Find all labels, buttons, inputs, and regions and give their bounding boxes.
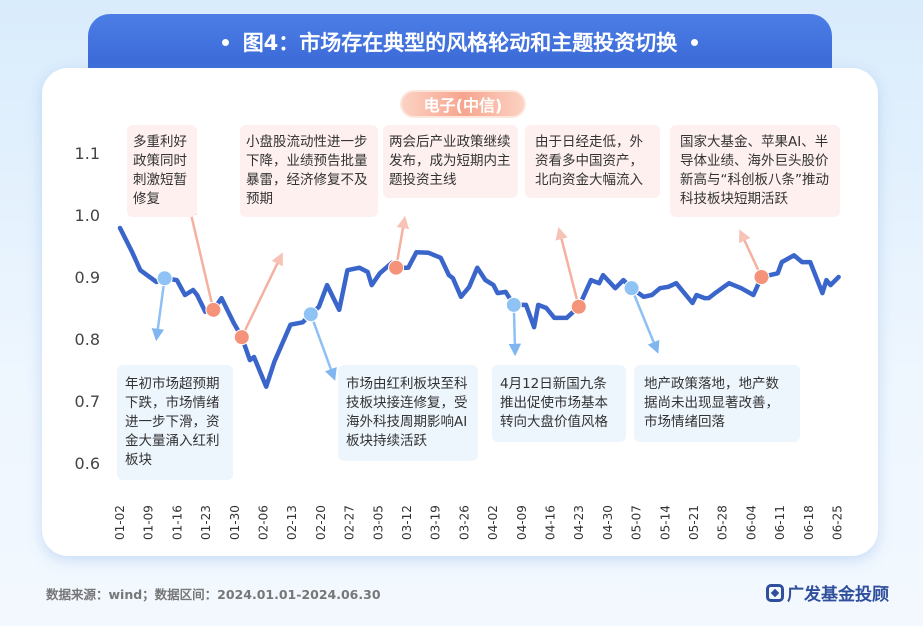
x-tick-label: 02-06 <box>257 505 271 540</box>
y-tick-label: 0.6 <box>75 454 100 473</box>
event-marker <box>570 298 587 315</box>
brand-logo: 广发基金投顾 <box>766 580 889 605</box>
down-arrow-icon <box>309 313 337 381</box>
annotation-top-2: 小盘股流动性进一步下降，业绩预告批量暴雷，经济修复不及预期 <box>240 125 378 217</box>
y-tick-label: 0.8 <box>75 330 100 349</box>
logo-icon <box>766 583 784 602</box>
series-line <box>117 225 841 389</box>
event-marker <box>156 270 173 287</box>
header-bar: 图4：市场存在典型的风格轮动和主题投资切换 <box>88 14 832 70</box>
x-tick-label: 03-26 <box>457 505 471 540</box>
x-tick-label: 03-12 <box>400 505 414 540</box>
data-source: 数据来源：wind；数据区间：2024.01.01-2024.06.30 <box>46 587 381 602</box>
x-tick-label: 01-09 <box>142 505 156 540</box>
x-tick-label: 05-28 <box>716 505 730 540</box>
down-arrow-icon <box>630 287 660 354</box>
annotation-top-5: 国家大基金、苹果AI、半导体业绩、海外巨头股价新高与“科创板八条”推动科技板块短… <box>670 125 840 217</box>
y-tick-label: 0.7 <box>75 392 100 411</box>
x-tick-label: 06-04 <box>744 505 758 540</box>
x-tick-label: 04-02 <box>486 505 500 540</box>
brand-name: 广发基金投顾 <box>787 585 889 605</box>
x-tick-label: 04-16 <box>544 505 558 540</box>
event-marker <box>302 306 319 323</box>
up-arrow-icon <box>555 226 580 308</box>
down-arrow-icon <box>151 278 166 342</box>
annotation-bottom-1: 年初市场超预期下跌，市场情绪进一步下滑，资金大量涌入红利板块 <box>117 365 233 480</box>
event-marker <box>233 329 250 346</box>
x-tick-label: 06-25 <box>831 505 845 540</box>
x-tick-label: 06-18 <box>802 505 816 540</box>
annotation-top-4: 由于日经走低，外资看多中国资产，北向资金大幅流入 <box>525 125 660 198</box>
x-tick-label: 04-09 <box>515 505 529 540</box>
annotation-bottom-4: 地产政策落地，地产数据尚未出现显著改善，市场情绪回落 <box>634 365 800 442</box>
annotation-bottom-2: 市场由红利板块至科技板块接连修复，受海外科技周期影响AI板块持续活跃 <box>338 365 478 461</box>
x-tick-label: 04-23 <box>572 505 586 540</box>
x-tick-label: 04-30 <box>601 505 615 540</box>
x-tick-label: 03-19 <box>429 505 443 540</box>
x-tick-label: 01-23 <box>199 505 213 540</box>
chart-title: 电子(中信) <box>400 90 526 118</box>
x-tick-label: 05-07 <box>630 505 644 540</box>
x-tick-label: 02-13 <box>285 505 299 540</box>
event-marker <box>205 301 222 318</box>
y-tick-label: 1.1 <box>75 144 100 163</box>
x-tick-label: 02-20 <box>314 505 328 540</box>
event-marker <box>505 296 522 313</box>
x-tick-label: 01-16 <box>170 505 184 540</box>
x-tick-label: 06-11 <box>773 505 787 540</box>
x-tick-label: 05-14 <box>658 505 672 540</box>
x-tick-label: 05-21 <box>687 505 701 540</box>
up-arrow-icon <box>240 252 283 338</box>
annotation-bottom-3: 4月12日新国九条推出促使市场基本转向大盘价值风格 <box>492 365 626 442</box>
event-marker <box>623 280 640 297</box>
event-marker <box>388 259 405 276</box>
y-tick-label: 1.0 <box>75 206 100 225</box>
x-tick-label: 03-05 <box>371 505 385 540</box>
annotation-top-3: 两会后产业政策继续发布，成为短期内主题投资主线 <box>383 125 518 198</box>
bullet-icon <box>691 38 699 46</box>
x-tick-label: 01-30 <box>228 505 242 540</box>
event-marker <box>753 269 770 285</box>
x-tick-label: 01-02 <box>113 505 127 540</box>
x-tick-label: 02-27 <box>343 505 357 540</box>
page-title: 图4：市场存在典型的风格轮动和主题投资切换 <box>242 31 678 55</box>
annotation-top-1: 多重利好政策同时刺激短暂修复 <box>127 125 197 217</box>
bullet-icon <box>221 38 229 46</box>
up-arrow-icon <box>185 203 215 311</box>
y-tick-label: 0.9 <box>75 268 100 287</box>
